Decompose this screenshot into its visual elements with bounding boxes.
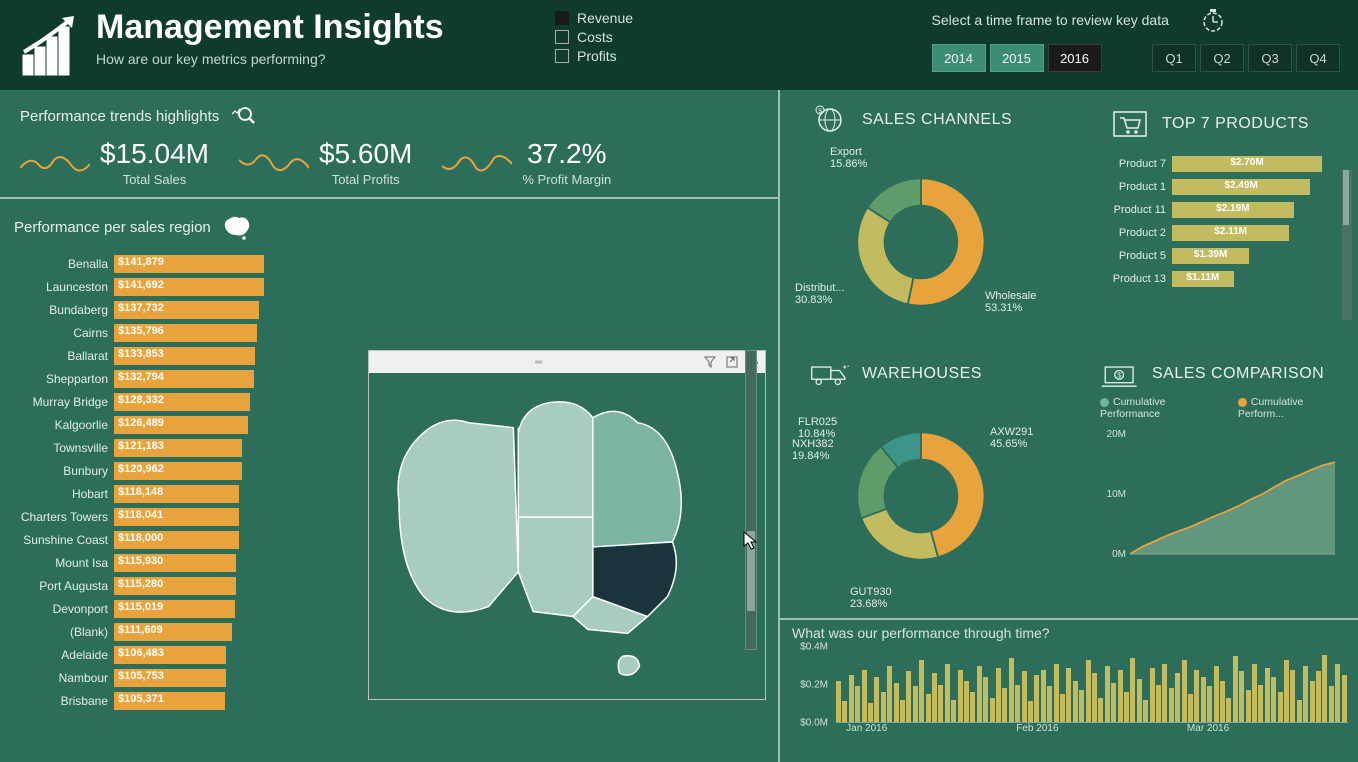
product-bar-row[interactable]: Product 11 $2.19M (1110, 200, 1340, 220)
product-bar-row[interactable]: Product 7 $2.70M (1110, 154, 1340, 174)
region-bar-row[interactable]: (Blank) $111,609 (14, 621, 274, 643)
globe-icon: $ (810, 104, 850, 136)
legend-item: Cumulative Perform... (1238, 396, 1350, 420)
region-bar-row[interactable]: Brisbane $105,371 (14, 690, 274, 712)
region-bar-chart[interactable]: Benalla $141,879 Launceston $141,692 Bun… (14, 253, 274, 713)
product-bar-row[interactable]: Product 1 $2.49M (1110, 177, 1340, 197)
region-bar-row[interactable]: Nambour $105,753 (14, 667, 274, 689)
legend-item[interactable]: Revenue (555, 10, 633, 26)
sales-comparison-section: $ SALES COMPARISON Cumulative Performanc… (1100, 358, 1350, 579)
region-bar-row[interactable]: Sunshine Coast $118,000 (14, 529, 274, 551)
top-products-chart[interactable]: Product 7 $2.70M Product 1 $2.49M Produc… (1110, 154, 1340, 289)
sparkline-icon (442, 143, 512, 183)
visual-drag-handle[interactable]: ═ (535, 357, 544, 368)
legend-item[interactable]: Costs (555, 29, 633, 45)
logo-icon (18, 8, 82, 80)
page-title: Management Insights (96, 8, 444, 47)
year-button[interactable]: 2014 (932, 44, 986, 72)
donut-label: GUT93023.68% (850, 586, 892, 610)
region-bar-row[interactable]: Benalla $141,879 (14, 253, 274, 275)
year-button[interactable]: 2016 (1048, 44, 1102, 72)
region-title: Performance per sales region (14, 219, 211, 236)
trends-title: Performance trends highlights (20, 108, 219, 125)
region-bar-row[interactable]: Hobart $118,148 (14, 483, 274, 505)
sales-comparison-title: SALES COMPARISON (1152, 365, 1324, 383)
region-bar-row[interactable]: Port Augusta $115,280 (14, 575, 274, 597)
australia-map[interactable] (369, 373, 765, 699)
warehouses-donut[interactable]: AXW29145.65%GUT93023.68%NXH38219.84%FLR0… (810, 396, 1050, 596)
metric-item: $15.04M Total Sales (20, 138, 209, 187)
region-bar-row[interactable]: Ballarat $133,853 (14, 345, 274, 367)
performance-time-title: What was our performance through time? (792, 625, 1348, 641)
donut-label: NXH38219.84% (792, 438, 834, 462)
donut-label: FLR02510.84% (798, 416, 837, 440)
quarter-button[interactable]: Q2 (1200, 44, 1244, 72)
metric-legend: Revenue Costs Profits (555, 10, 633, 67)
product-bar-row[interactable]: Product 5 $1.39M (1110, 246, 1340, 266)
region-bar-row[interactable]: Bundaberg $137,732 (14, 299, 274, 321)
region-bar-row[interactable]: Charters Towers $118,041 (14, 506, 274, 528)
analytics-search-icon (231, 104, 255, 128)
sales-channels-section: $ SALES CHANNELS Wholesale53.31%Distribu… (810, 104, 1080, 342)
australia-mini-icon (221, 213, 253, 241)
sales-comparison-chart[interactable]: 0M 10M 20M (1100, 424, 1340, 574)
legend-item: Cumulative Performance (1100, 396, 1226, 420)
region-bar-row[interactable]: Devonport $115,019 (14, 598, 274, 620)
header: Management Insights How are our key metr… (0, 0, 1358, 90)
performance-time-chart[interactable]: $0.0M$0.2M$0.4M Jan 2016Feb 2016Mar 2016 (792, 647, 1348, 737)
donut-label: AXW29145.65% (990, 426, 1033, 450)
region-bar-row[interactable]: Cairns $135,796 (14, 322, 274, 344)
metric-item: $5.60M Total Profits (239, 138, 412, 187)
quarter-button[interactable]: Q1 (1152, 44, 1196, 72)
sales-channels-donut[interactable]: Wholesale53.31%Distribut...30.83%Export1… (810, 142, 1050, 342)
top-products-section: TOP 7 PRODUCTS Product 7 $2.70M Product … (1110, 108, 1340, 292)
svg-text:$: $ (1117, 372, 1121, 379)
region-bar-row[interactable]: Murray Bridge $128,332 (14, 391, 274, 413)
performance-trends: Performance trends highlights $15.04M To… (0, 90, 778, 199)
cart-icon (1110, 108, 1150, 140)
legend-item[interactable]: Profits (555, 48, 633, 64)
region-bar-row[interactable]: Shepparton $132,794 (14, 368, 274, 390)
warehouses-section: WAREHOUSES AXW29145.65%GUT93023.68%NXH38… (810, 358, 1080, 596)
region-bar-row[interactable]: Townsville $121,183 (14, 437, 274, 459)
quarter-button[interactable]: Q4 (1296, 44, 1340, 72)
sparkline-icon (239, 143, 309, 183)
quarter-button[interactable]: Q3 (1248, 44, 1292, 72)
truck-icon (810, 358, 850, 390)
performance-time-section: What was our performance through time? $… (792, 625, 1348, 737)
svg-text:20M: 20M (1107, 429, 1126, 440)
metric-item: 37.2% % Profit Margin (442, 138, 611, 187)
top-products-title: TOP 7 PRODUCTS (1162, 115, 1309, 133)
region-bar-row[interactable]: Adelaide $106,483 (14, 644, 274, 666)
svg-text:10M: 10M (1107, 489, 1126, 500)
region-bar-row[interactable]: Bunbury $120,962 (14, 460, 274, 482)
filter-icon[interactable] (704, 356, 716, 368)
map-scrollbar[interactable] (745, 350, 757, 650)
map-toolbar: ═ ⋯ (369, 351, 765, 373)
warehouses-title: WAREHOUSES (862, 365, 982, 383)
donut-label: Export15.86% (830, 146, 867, 170)
svg-text:0M: 0M (1112, 549, 1126, 560)
focus-mode-icon[interactable] (726, 356, 738, 368)
page-subtitle: How are our key metrics performing? (96, 51, 444, 67)
product-bar-row[interactable]: Product 2 $2.11M (1110, 223, 1340, 243)
money-icon: $ (1100, 358, 1140, 390)
stopwatch-icon (1199, 6, 1227, 34)
sparkline-icon (20, 143, 90, 183)
product-bar-row[interactable]: Product 13 $1.11M (1110, 269, 1340, 289)
region-bar-row[interactable]: Kalgoorlie $126,489 (14, 414, 274, 436)
top-products-scrollbar[interactable] (1342, 170, 1352, 320)
region-bar-row[interactable]: Mount Isa $115,930 (14, 552, 274, 574)
donut-label: Distribut...30.83% (795, 282, 855, 306)
donut-label: Wholesale53.31% (985, 290, 1036, 314)
region-bar-row[interactable]: Launceston $141,692 (14, 276, 274, 298)
map-visual[interactable]: ═ ⋯ (368, 350, 766, 700)
year-button[interactable]: 2015 (990, 44, 1044, 72)
sales-channels-title: SALES CHANNELS (862, 111, 1012, 129)
time-frame-label: Select a time frame to review key data (932, 6, 1340, 34)
